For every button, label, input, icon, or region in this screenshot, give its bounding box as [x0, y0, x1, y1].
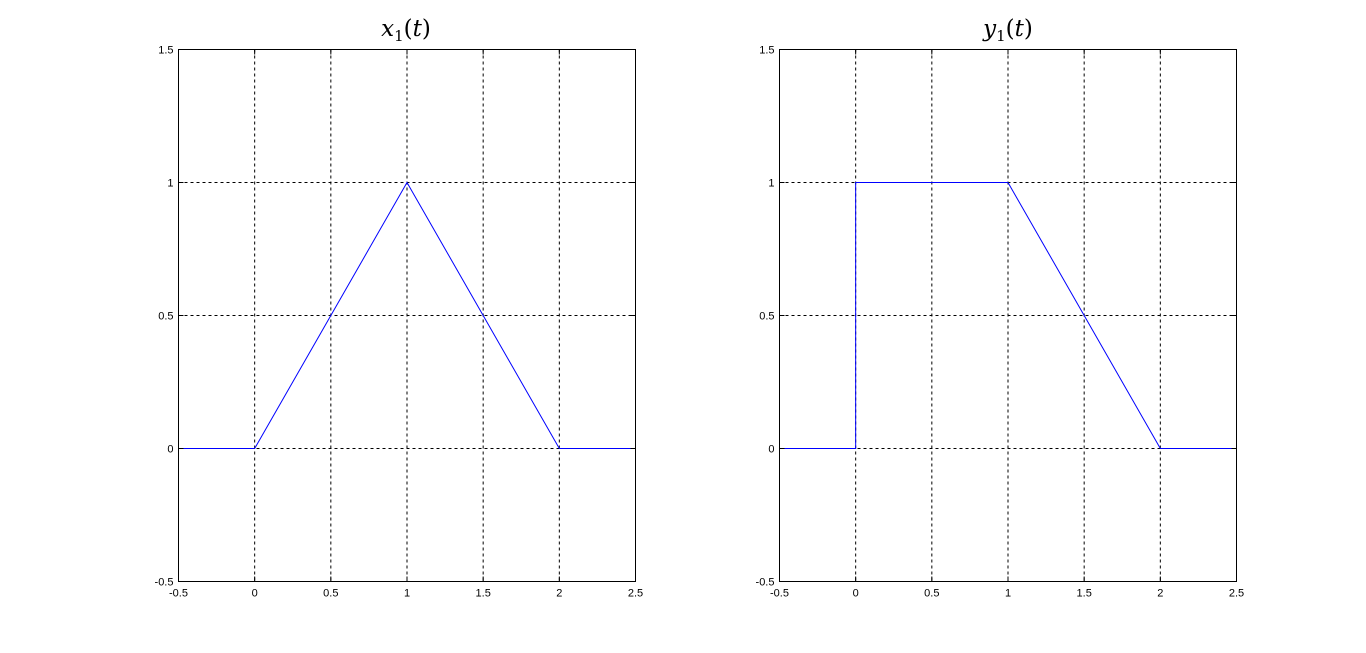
y-tick-label: 1.5 [158, 45, 173, 57]
subplot-y1: y1(t) -0.5 0 0.5 1 1.5 2 2.5 -0.5 0 0.5 1 1.5 [756, 16, 1245, 600]
x-tick-label: 2.5 [1229, 588, 1244, 600]
x-tick-label: 1 [1005, 588, 1011, 600]
y-tick-label: 1.5 [759, 45, 774, 57]
x-tick-label: -0.5 [169, 588, 188, 600]
x-tick-label: -0.5 [770, 588, 789, 600]
x-tick-label: 2.5 [628, 588, 643, 600]
x-tick-label: 0.5 [323, 588, 338, 600]
y-tick-label: 0.5 [158, 311, 173, 323]
y-tick-label: 0.5 [759, 311, 774, 323]
plot-title: y1(t) [982, 16, 1033, 45]
y-tick-label: 0 [768, 444, 774, 456]
series-line [779, 182, 1237, 449]
x-tick-label: 2 [1157, 588, 1163, 600]
x-tick-label: 0 [853, 588, 859, 600]
y-tick-label: 1 [768, 178, 774, 190]
x-tick-label: 1.5 [1077, 588, 1092, 600]
y-tick-label: 1 [167, 178, 173, 190]
x-tick-label: 2 [556, 588, 562, 600]
x-tick-label: 0.5 [924, 588, 939, 600]
plot-title: x1(t) [381, 16, 431, 45]
x-tick-label: 1.5 [476, 588, 491, 600]
y-tick-label: -0.5 [756, 577, 775, 589]
y-tick-label: 0 [167, 444, 173, 456]
y-tick-label: -0.5 [155, 577, 174, 589]
series-line [178, 181, 636, 449]
subplot-x1: x1(t) -0.5 0 0.5 1 1.5 2 2.5 -0.5 0 0.5 1 1.5 [155, 16, 644, 600]
x-tick-label: 1 [404, 588, 410, 600]
x-tick-label: 0 [252, 588, 258, 600]
